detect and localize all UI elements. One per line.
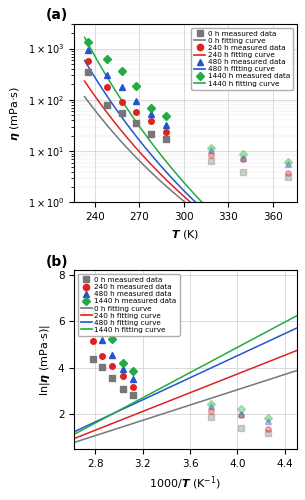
X-axis label: $\bfit{T}$ (K): $\bfit{T}$ (K) xyxy=(171,228,199,241)
Legend: 0 h measured data, 240 h measured data, 480 h measured data, 1440 h measured dat: 0 h measured data, 240 h measured data, … xyxy=(78,274,180,336)
Text: (a): (a) xyxy=(45,8,67,22)
Y-axis label: ln|$\bfit{\eta}$ (mPa·s)|: ln|$\bfit{\eta}$ (mPa·s)| xyxy=(38,324,52,396)
Y-axis label: $\bfit{\eta}$ (mPa·s): $\bfit{\eta}$ (mPa·s) xyxy=(8,86,22,141)
X-axis label: 1000/$\bfit{T}$ (K$^{-1}$): 1000/$\bfit{T}$ (K$^{-1}$) xyxy=(149,474,221,492)
Legend: 0 h measured data, 0 h fitting curve, 240 h measured data, 240 h fitting curve, : 0 h measured data, 0 h fitting curve, 24… xyxy=(191,28,293,90)
Text: (b): (b) xyxy=(45,254,68,268)
